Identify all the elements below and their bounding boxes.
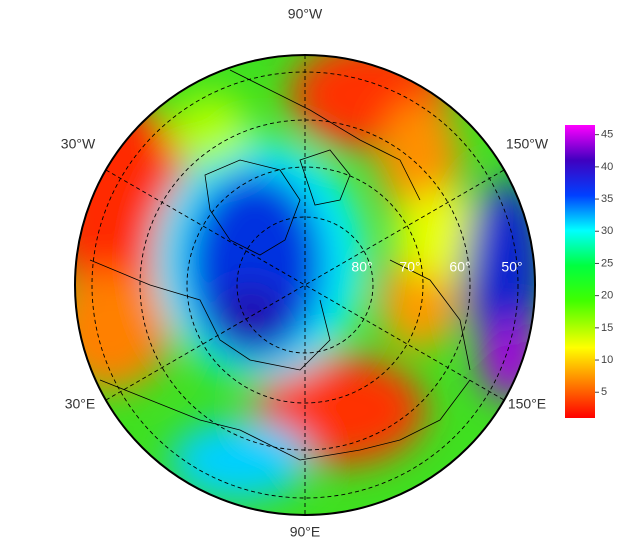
longitude-label: 30°W: [61, 136, 96, 152]
colorbar: [565, 125, 595, 418]
colorbar-tick-label: 10: [601, 354, 613, 366]
colorbar-tick-label: 20: [601, 290, 613, 302]
colorbar-tick-label: 35: [601, 193, 613, 205]
colorbar-tick-label: 15: [601, 322, 613, 334]
latitude-label: 50°: [501, 259, 522, 275]
latitude-label: 70°: [399, 259, 420, 275]
longitude-label: 90°E: [290, 524, 321, 540]
latitude-label: 80°: [351, 259, 372, 275]
colorbar-tick-label: 30: [601, 225, 613, 237]
longitude-label: 150°W: [506, 136, 549, 152]
coastlines: [89, 69, 471, 461]
colorbar-tick-label: 40: [601, 161, 613, 173]
graticule: [91, 55, 519, 515]
map-border: [74, 54, 536, 516]
longitude-label: 150°E: [508, 396, 546, 412]
longitude-label: 90°W: [288, 6, 323, 22]
latitude-label: 60°: [449, 259, 470, 275]
colorbar-tick-label: 5: [601, 386, 607, 398]
longitude-label: 30°E: [65, 396, 96, 412]
colorbar-tick-label: 25: [601, 257, 613, 269]
field: [75, 55, 535, 515]
colorbar-tick-label: 45: [601, 129, 613, 141]
